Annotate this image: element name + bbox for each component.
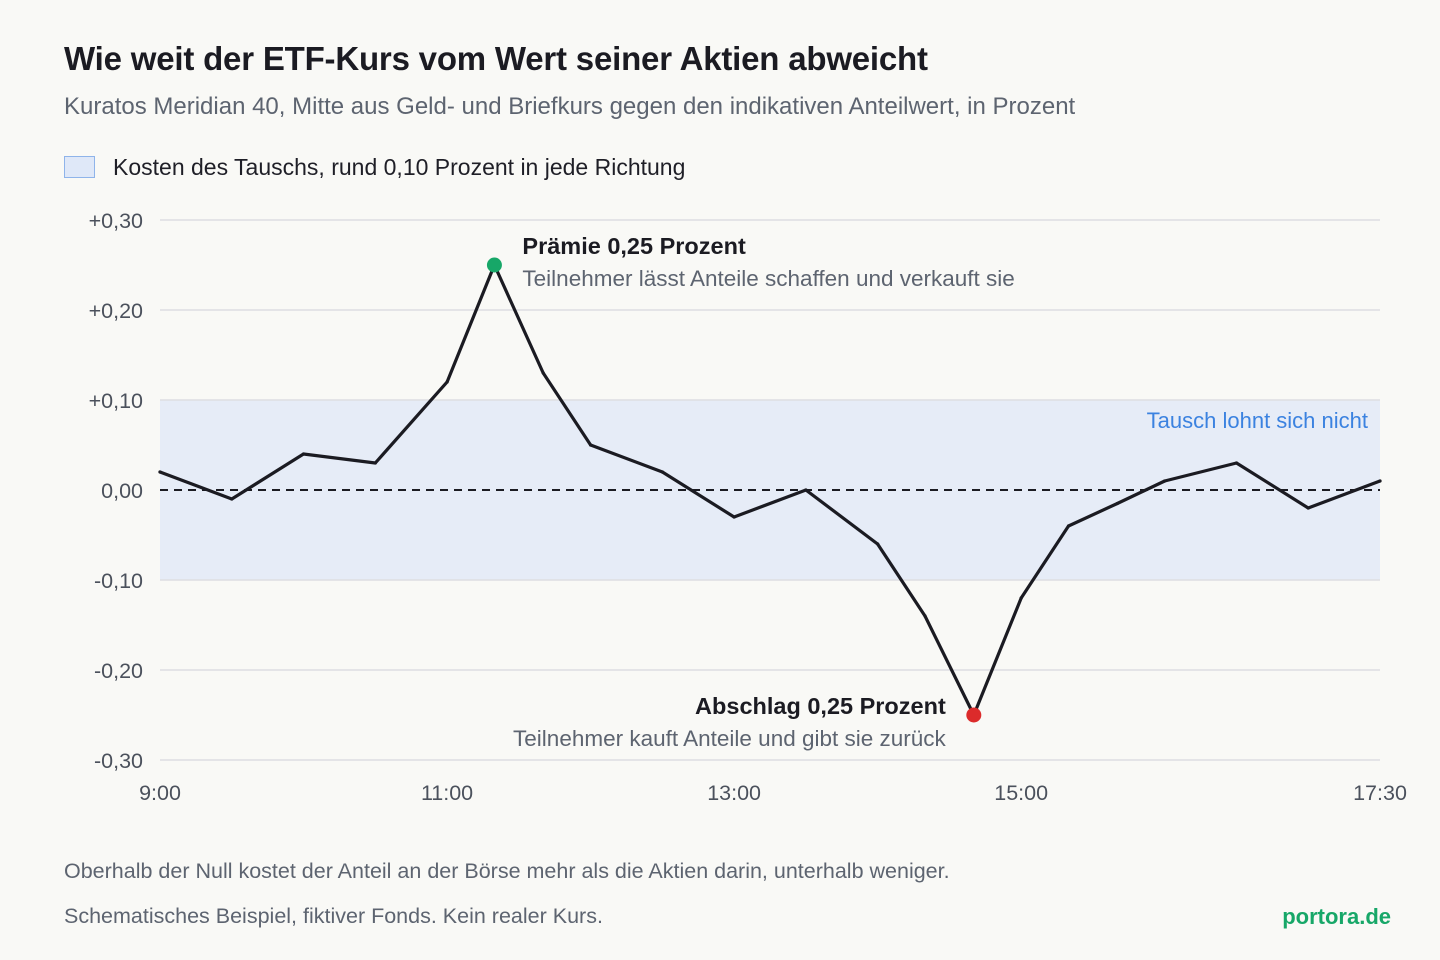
band-label: Tausch lohnt sich nicht	[1147, 408, 1368, 433]
discount-marker	[966, 707, 982, 723]
footnote-explanation: Oberhalb der Null kostet der Anteil an d…	[64, 859, 950, 883]
data-point	[1019, 596, 1023, 600]
data-point	[1115, 501, 1119, 506]
data-point	[158, 470, 162, 474]
footnote-disclaimer: Schematisches Beispiel, fiktiver Fonds. …	[64, 904, 603, 928]
data-point	[230, 497, 234, 501]
data-point	[804, 488, 808, 492]
y-tick-label: +0,10	[89, 389, 143, 413]
discount-annotation-text: Teilnehmer kauft Anteile und gibt sie zu…	[513, 726, 946, 751]
data-point	[732, 515, 736, 519]
premium-annotation-title: Prämie 0,25 Prozent	[522, 233, 746, 259]
x-tick-label: 9:00	[139, 781, 181, 805]
premium-annotation-text: Teilnehmer lässt Anteile schaffen und ve…	[522, 266, 1014, 291]
data-point	[660, 470, 664, 474]
x-tick-label: 13:00	[707, 781, 761, 805]
data-point	[1378, 479, 1382, 483]
line-chart: Tausch lohnt sich nicht +0,30 +0,20 +0,10 0…	[89, 209, 1407, 805]
y-tick-label: +0,20	[89, 299, 143, 323]
discount-annotation-title: Abschlag 0,25 Prozent	[695, 693, 946, 719]
data-point	[923, 614, 927, 618]
chart-title: Wie weit der ETF-Kurs vom Wert seiner Ak…	[64, 40, 928, 77]
x-tick-label: 11:00	[421, 781, 473, 805]
data-point	[1163, 479, 1167, 483]
legend: Kosten des Tauschs, rund 0,10 Prozent in…	[64, 153, 685, 181]
data-point	[1234, 461, 1239, 465]
data-point	[1306, 506, 1310, 510]
legend-band-label: Kosten des Tauschs, rund 0,10 Prozent in…	[113, 153, 686, 180]
premium-marker	[486, 257, 502, 273]
y-tick-label: -0,20	[94, 659, 143, 683]
x-tick-label: 15:00	[994, 781, 1048, 805]
legend-band-swatch	[64, 156, 95, 178]
y-tick-label: -0,10	[94, 569, 143, 593]
x-tick-label: 17:30	[1353, 781, 1407, 805]
data-point	[1066, 524, 1071, 528]
data-point	[541, 371, 545, 375]
data-point	[588, 443, 593, 447]
y-tick-label: +0,30	[89, 209, 143, 233]
brand-link[interactable]: portora.de	[1282, 904, 1391, 929]
data-point	[301, 452, 306, 456]
chart-subtitle: Kuratos Meridian 40, Mitte aus Geld- und…	[64, 93, 1076, 120]
data-point	[373, 461, 377, 465]
y-tick-label: -0,30	[94, 749, 143, 773]
y-tick-label: 0,00	[101, 479, 143, 503]
data-point	[876, 542, 880, 546]
data-point	[445, 380, 449, 384]
